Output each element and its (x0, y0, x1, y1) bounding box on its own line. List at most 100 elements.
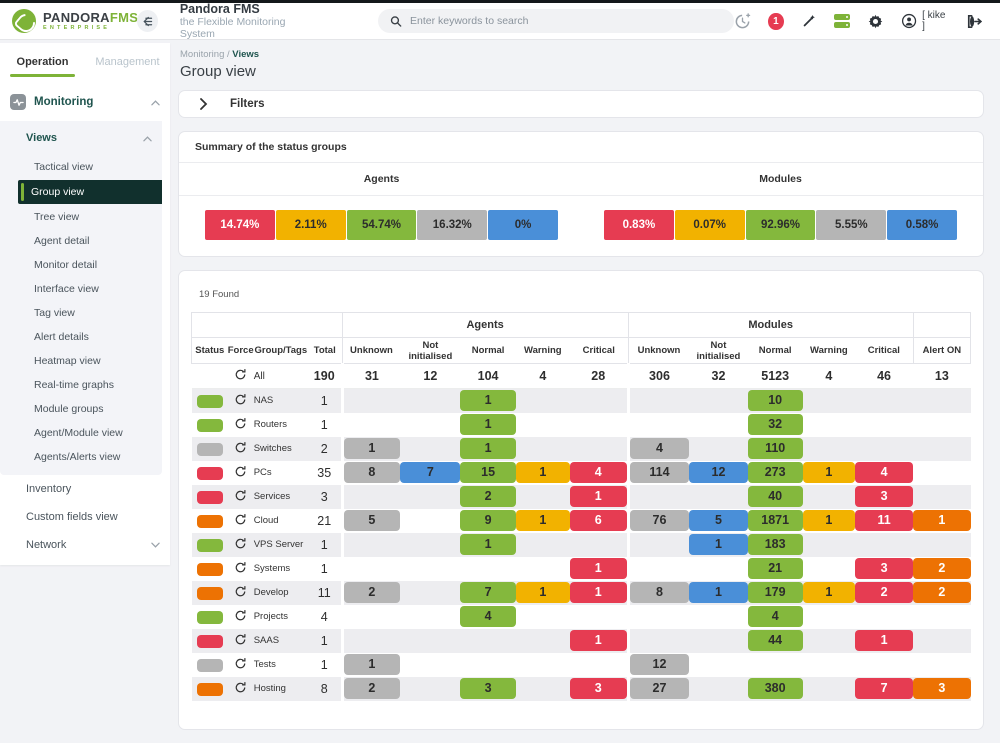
column-header-group-tags: Group/Tags (253, 337, 308, 364)
servers-status-icon[interactable] (833, 14, 850, 28)
force-remote-check-button[interactable] (234, 489, 247, 502)
sidebar-item-agent-module-view[interactable]: Agent/Module view (34, 427, 123, 439)
cell-critical (855, 605, 913, 629)
group-name[interactable]: Projects (253, 611, 289, 622)
force-remote-check-button[interactable] (234, 633, 247, 646)
sidebar-item-inventory[interactable]: Inventory (0, 475, 170, 503)
cell-notinit: 5 (689, 509, 748, 533)
search-input[interactable] (410, 15, 723, 27)
count-block-warning: 1 (802, 462, 855, 483)
cell-unknown (340, 604, 401, 629)
group-name[interactable]: NAS (253, 395, 274, 407)
cell-warning (516, 437, 570, 461)
force-remote-check-button[interactable] (234, 513, 247, 526)
group-status-cell (192, 485, 228, 509)
cell-unknown: 1 (340, 436, 401, 461)
count-block-alert: 3 (913, 678, 971, 699)
group-status-cell (192, 461, 228, 485)
sidebar-item-alert-details[interactable]: Alert details (34, 331, 89, 343)
force-refresh-icon (235, 441, 246, 452)
force-remote-check-button[interactable] (234, 465, 247, 478)
notifications-badge[interactable]: 1 (768, 12, 784, 30)
sidebar-item-custom-fields-view[interactable]: Custom fields view (0, 503, 170, 531)
sidebar-item-monitor-detail[interactable]: Monitor detail (34, 259, 98, 271)
group-status-cell (192, 389, 228, 413)
group-name[interactable]: SAAS (253, 635, 280, 646)
sidebar-item-views[interactable]: Views (0, 121, 162, 155)
logout-icon[interactable] (965, 12, 982, 30)
group-name[interactable]: Systems (253, 563, 291, 574)
count-block-normal: 380 (747, 678, 803, 699)
force-remote-check-button[interactable] (234, 657, 247, 670)
sidebar-item-module-groups[interactable]: Module groups (34, 403, 104, 415)
group-name[interactable]: Routers (253, 419, 287, 430)
sidebar-item-network[interactable]: Network (0, 531, 170, 559)
count-block-alert: 1 (913, 510, 971, 531)
force-remote-check-button[interactable] (234, 561, 247, 574)
group-status-cell (192, 533, 228, 557)
count-block-normal: 1 (460, 390, 516, 412)
cell-critical: 4 (569, 461, 628, 485)
force-remote-check-button[interactable] (234, 393, 247, 406)
sidebar-item-tactical-view[interactable]: Tactical view (34, 161, 93, 173)
cell-critical: 1 (569, 557, 628, 581)
group-name[interactable]: Develop (253, 587, 289, 598)
main-content: Monitoring / Views Group view Filters Su… (170, 43, 1000, 743)
tab-operation[interactable]: Operation (0, 43, 85, 81)
force-cell (228, 389, 254, 413)
breadcrumb-current[interactable]: Views (232, 49, 260, 60)
cell-notinit (689, 485, 747, 509)
count-block-notinit: 7 (400, 462, 461, 483)
cell-warning (516, 557, 570, 581)
force-remote-check-button[interactable] (234, 585, 247, 598)
global-search[interactable] (377, 9, 735, 33)
pandora-logo[interactable]: PANDORAFMS ENTERPRISE (0, 9, 138, 33)
group-name[interactable]: PCs (253, 467, 272, 478)
group-name[interactable]: Tests (253, 659, 276, 670)
cell-alert: 1 (913, 509, 971, 533)
autorefresh-icon[interactable] (734, 12, 751, 30)
group-name[interactable]: VPS Server (253, 539, 304, 550)
force-remote-check-button[interactable] (234, 368, 247, 381)
group-name[interactable]: Services (253, 491, 291, 502)
group-name[interactable]: All (253, 363, 308, 389)
force-remote-check-button[interactable] (234, 609, 247, 622)
sidebar-item-monitoring[interactable]: Monitoring (0, 81, 170, 121)
force-remote-check-button[interactable] (234, 537, 247, 550)
cell-normal: 7 (460, 581, 516, 605)
column-header-unknown: Unknown (341, 337, 401, 364)
sidebar-item-interface-view[interactable]: Interface view (34, 283, 99, 295)
sidebar-item-group-view[interactable]: Group view (18, 180, 162, 204)
sidebar-item-agent-detail[interactable]: Agent detail (34, 235, 90, 247)
wand-icon[interactable] (801, 12, 817, 30)
count-block-critical: 7 (854, 678, 914, 699)
status-badge-critical: 0.83% (604, 210, 674, 240)
group-name[interactable]: Hosting (253, 683, 286, 694)
force-remote-check-button[interactable] (234, 441, 247, 454)
sidebar-collapse-button[interactable] (137, 10, 158, 32)
group-name[interactable]: Switches (253, 443, 292, 454)
user-menu[interactable]: [ kike ] (901, 10, 948, 32)
cell-normal: 179 (747, 581, 803, 605)
group-name[interactable]: Cloud (253, 515, 279, 526)
force-remote-check-button[interactable] (234, 681, 247, 694)
sidebar-item-heatmap-view[interactable]: Heatmap view (34, 355, 101, 367)
app-title: Pandora FMS (179, 1, 260, 16)
force-refresh-icon (235, 633, 246, 644)
count-block-normal: 2 (460, 486, 516, 507)
force-remote-check-button[interactable] (234, 417, 247, 430)
sidebar-item-real-time-graphs[interactable]: Real-time graphs (34, 379, 114, 391)
force-refresh-icon (235, 489, 246, 500)
sidebar-item-tree-view[interactable]: Tree view (34, 211, 80, 223)
cell-warning (516, 629, 570, 653)
cell-normal: 21 (747, 557, 803, 581)
cell-notinit (689, 629, 747, 653)
sidebar-item-agents-alerts-view[interactable]: Agents/Alerts view (34, 451, 121, 463)
cell-unknown (626, 556, 690, 581)
cell-warning (516, 653, 570, 677)
sidebar-item-tag-view[interactable]: Tag view (34, 307, 75, 319)
tab-management[interactable]: Management (95, 56, 160, 68)
settings-gear-icon[interactable] (867, 12, 884, 30)
filters-toggle[interactable]: Filters (178, 90, 984, 118)
cell-normal (748, 653, 803, 677)
